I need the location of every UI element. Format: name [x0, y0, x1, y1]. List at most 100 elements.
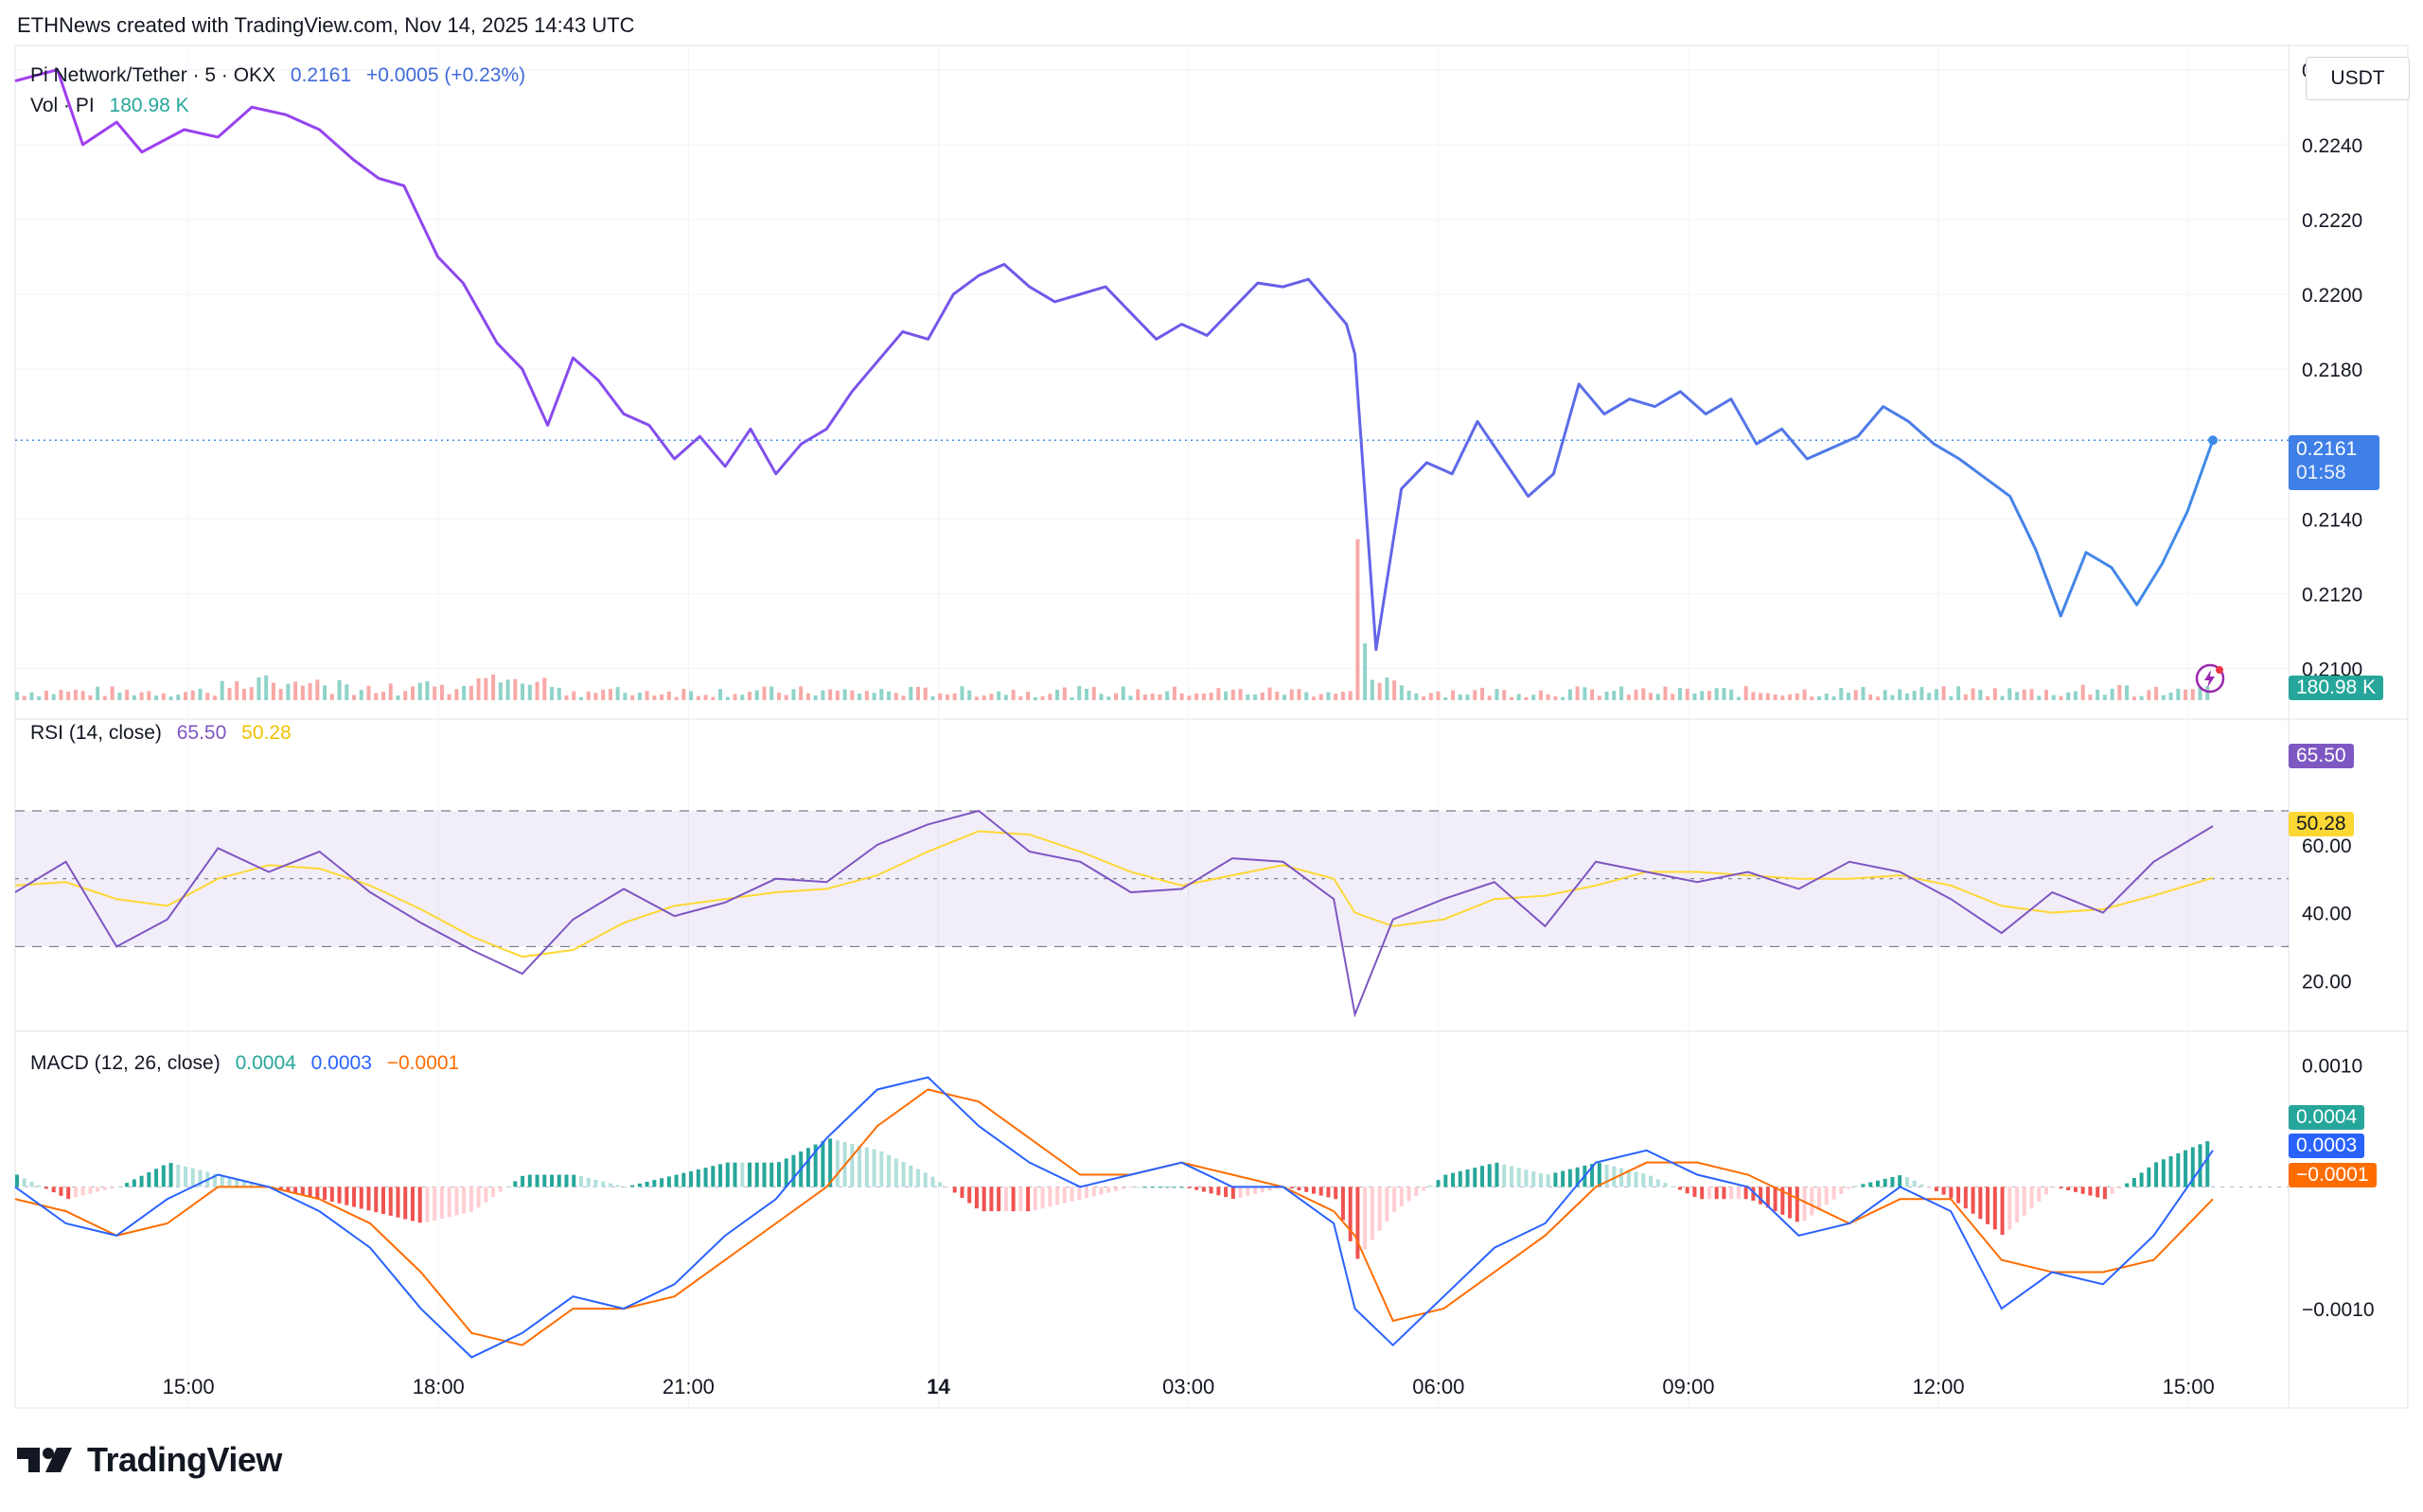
volume-bar: [132, 694, 136, 700]
volume-bar: [66, 692, 71, 700]
volume-bar: [1524, 696, 1529, 700]
macd-hist-bar: [2037, 1187, 2042, 1202]
volume-bar: [15, 692, 19, 700]
macd-hist-bar: [1040, 1187, 1045, 1209]
macd-hist-bar: [2131, 1177, 2136, 1187]
volume-bar: [1861, 687, 1866, 700]
volume-bar: [1422, 695, 1426, 700]
volume-bar: [1677, 688, 1682, 700]
macd-hist-bar: [557, 1174, 561, 1187]
volume-bar: [1583, 687, 1587, 700]
rsi-legend[interactable]: RSI (14, close) 65.50 50.28: [30, 722, 301, 745]
volume-bar: [645, 691, 649, 700]
macd-hist-bar: [2007, 1187, 2012, 1230]
macd-hist-bar: [1773, 1187, 1777, 1212]
volume-bar: [1377, 682, 1382, 700]
volume-bar: [813, 695, 818, 700]
volume-bar: [51, 694, 56, 700]
volume-bar: [564, 694, 569, 700]
volume-bar: [1297, 689, 1301, 700]
macd-hist-bar: [1692, 1187, 1697, 1197]
macd-hist-bar: [572, 1174, 576, 1187]
macd-hist-bar: [1612, 1166, 1617, 1187]
volume-bar: [1561, 696, 1565, 700]
macd-hist-bar: [73, 1187, 78, 1198]
macd-hist-bar: [345, 1187, 349, 1205]
macd-hist-bar: [1978, 1187, 1983, 1220]
macd-hist-bar: [29, 1181, 34, 1187]
volume-bar: [1311, 696, 1316, 700]
volume-bar: [527, 684, 532, 700]
volume-bar: [1853, 690, 1858, 700]
volume-bar: [1230, 689, 1235, 700]
macd-hist-bar: [1956, 1187, 1961, 1204]
macd-legend[interactable]: MACD (12, 26, close) 0.0004 0.0003 −0.00…: [30, 1052, 469, 1075]
volume-bar: [1289, 689, 1294, 700]
volume-bar: [1179, 693, 1184, 700]
macd-hist-bar: [235, 1178, 239, 1187]
macd-hist-bar: [66, 1187, 71, 1200]
tradingview-logo[interactable]: TradingView: [17, 1440, 282, 1480]
volume-bar: [1707, 691, 1711, 700]
macd-hist-bar: [1817, 1187, 1822, 1210]
volume-bar: [388, 683, 393, 700]
macd-hist-bar: [681, 1172, 686, 1187]
macd-hist-bar: [1751, 1187, 1756, 1201]
volume-bar: [1267, 687, 1272, 700]
volume-bar: [337, 679, 342, 700]
current-price-tag-value: 0.2161: [2296, 438, 2358, 460]
volume-bar: [1253, 694, 1258, 700]
volume-bar: [542, 677, 547, 700]
lightning-alert-icon[interactable]: [2194, 662, 2226, 694]
macd-hist-bar: [498, 1187, 503, 1192]
macd-hist-bar: [51, 1187, 56, 1193]
macd-hist-bar: [1561, 1170, 1565, 1187]
macd-hist-bar: [2176, 1152, 2181, 1187]
volume-bar: [1091, 687, 1096, 700]
volume-bar: [1348, 691, 1353, 700]
macd-hist-bar: [938, 1182, 943, 1187]
volume-bar: [550, 687, 555, 700]
macd-hist-bar: [960, 1187, 964, 1198]
macd-hist-bar: [2088, 1187, 2093, 1196]
currency-button[interactable]: USDT: [2306, 57, 2410, 100]
macd-hist-bar: [776, 1162, 781, 1187]
macd-hist-bar: [1355, 1187, 1360, 1259]
symbol-legend[interactable]: Pi Network/Tether · 5 · OKX 0.2161 +0.00…: [30, 64, 535, 87]
macd-hist-bar: [879, 1151, 884, 1187]
volume-bar: [1824, 694, 1829, 700]
macd-hist-bar: [1765, 1187, 1770, 1208]
tradingview-logo-icon: [17, 1448, 72, 1472]
macd-hist-bar: [666, 1176, 671, 1187]
macd-hist-bar: [1048, 1187, 1052, 1207]
macd-hist-bar: [1700, 1187, 1705, 1200]
macd-hist-bar: [513, 1181, 518, 1187]
macd-hist-bar: [967, 1187, 972, 1204]
symbol-name: Pi Network/Tether · 5 · OKX: [30, 64, 276, 86]
macd-hist-bar: [733, 1162, 737, 1187]
macd-hist-bar: [1575, 1167, 1580, 1187]
macd-hist-bar: [1275, 1187, 1280, 1189]
volume-bar: [190, 690, 195, 700]
volume-bar: [1355, 539, 1360, 700]
volume-bar: [893, 693, 898, 700]
macd-hist-bar: [1480, 1166, 1484, 1187]
macd-hist-bar: [1246, 1187, 1250, 1196]
macd-hist-bar: [1604, 1164, 1609, 1187]
volume-legend[interactable]: Vol · PI 180.98 K: [30, 95, 199, 117]
macd-hist-bar: [1663, 1183, 1668, 1187]
rsi-tick-label: 40.00: [2302, 904, 2352, 925]
price-tick-label: 0.2180: [2302, 360, 2362, 381]
macd-hist-bar: [1348, 1187, 1353, 1241]
macd-hist-bar: [893, 1158, 898, 1187]
volume-bar: [1363, 643, 1368, 700]
volume-bar: [80, 691, 85, 700]
volume-bar: [769, 686, 774, 700]
volume-bar: [535, 681, 539, 700]
volume-bar: [952, 693, 957, 700]
macd-hist-bar: [997, 1187, 1001, 1212]
macd-hist-bar: [1428, 1185, 1433, 1187]
volume-bar: [2205, 686, 2210, 700]
volume-bar: [1106, 696, 1111, 700]
